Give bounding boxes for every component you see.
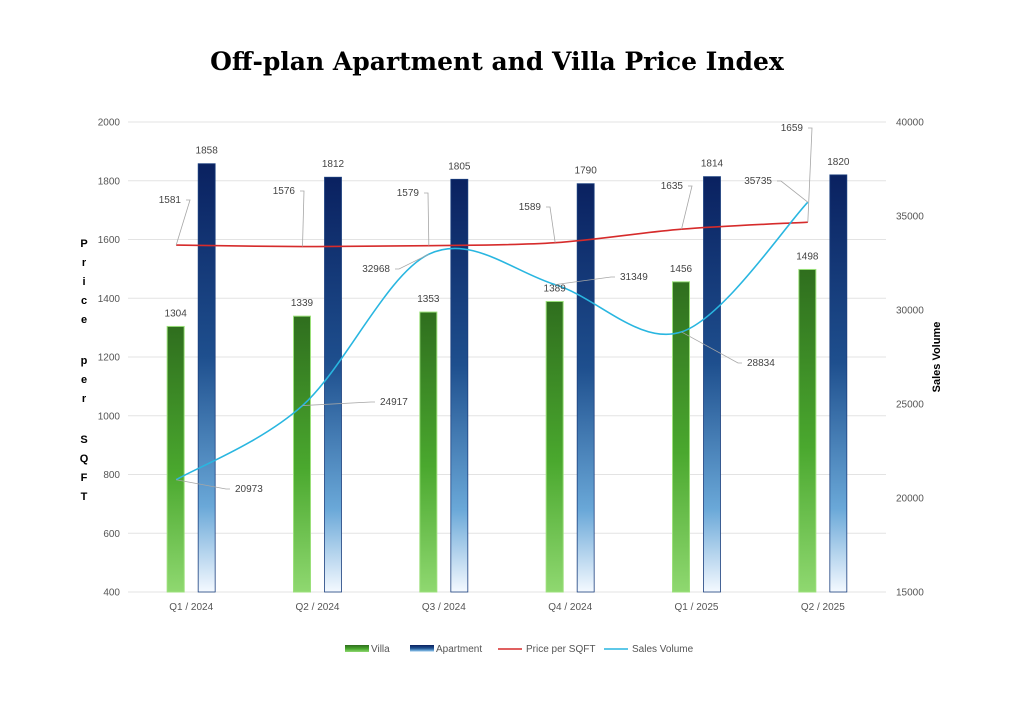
data-label-price-5-leader (807, 127, 813, 223)
x-tick-label-0: Q1 / 2024 (169, 602, 213, 613)
bar-villa-1 (293, 315, 311, 593)
data-label-price-2: 1579 (397, 188, 420, 199)
data-label-price-0: 1581 (159, 195, 182, 206)
x-tick-label-4: Q1 / 2025 (675, 602, 719, 613)
legend-label-0: Villa (371, 644, 390, 655)
legend-label-3: Sales Volume (632, 644, 694, 655)
data-label-sales-3-leader (555, 276, 615, 286)
y2-tick-label-3: 30000 (896, 306, 924, 317)
data-label-apartment-5: 1820 (827, 157, 850, 168)
data-label-price-3: 1589 (519, 202, 542, 213)
bar-villa-2 (419, 311, 438, 593)
y-tick-label-6: 1600 (98, 235, 121, 246)
bar-apartment-1 (324, 176, 342, 593)
x-tick-label-1: Q2 / 2024 (296, 602, 340, 613)
y2-tick-label-1: 20000 (896, 494, 924, 505)
legend-label-2: Price per SQFT (526, 644, 595, 655)
data-label-villa-1: 1339 (291, 298, 314, 309)
data-label-price-3-leader (546, 206, 556, 243)
y-tick-label-0: 400 (103, 588, 120, 599)
y-tick-label-2: 800 (103, 470, 120, 481)
y-tick-label-7: 1800 (98, 176, 121, 187)
bar-villa-0 (166, 325, 185, 593)
data-label-sales-1-leader (302, 401, 375, 406)
y-tick-label-4: 1200 (98, 353, 121, 364)
data-label-villa-2: 1353 (417, 294, 440, 305)
bar-villa-3 (545, 300, 564, 593)
data-label-apartment-4: 1814 (701, 159, 724, 170)
data-label-apartment-3: 1790 (575, 166, 598, 177)
y2-axis-title: Sales Volume (931, 322, 943, 393)
data-label-sales-2-leader (395, 253, 430, 270)
y2-tick-label-5: 40000 (896, 118, 924, 129)
data-label-sales-4-leader (681, 331, 742, 364)
data-label-sales-4: 28834 (747, 358, 775, 369)
data-label-sales-2: 32968 (362, 264, 390, 275)
data-label-sales-5-leader (777, 180, 809, 203)
data-label-price-4: 1635 (661, 181, 684, 192)
line-price-per-sqft (176, 221, 808, 248)
data-label-price-1: 1576 (273, 186, 296, 197)
data-label-sales-0-leader (176, 479, 230, 490)
data-label-villa-0: 1304 (165, 308, 188, 319)
axes-layer: 400 600 800 1000 1200 1400 1600 1800 2000 15000 20… (80, 118, 943, 614)
line-sales-volume (175, 201, 809, 481)
data-labels-layer: 1304 1339 1353 1389 1456 1498 1858 1812 1805 1790… (159, 123, 850, 495)
data-label-price-0-leader (175, 199, 191, 246)
data-label-apartment-0: 1858 (196, 146, 219, 157)
legend-swatch-1 (410, 645, 434, 652)
bar-villa-5 (798, 268, 817, 593)
bar-villa-4 (672, 281, 690, 593)
grid-layer (128, 121, 886, 593)
y2-tick-label-2: 25000 (896, 400, 924, 411)
legend: Villa Apartment Price per SQFT Sales Volume (345, 644, 694, 655)
y-tick-label-1: 600 (103, 529, 120, 540)
data-label-apartment-2: 1805 (448, 161, 471, 172)
data-label-apartment-1: 1812 (322, 159, 345, 170)
x-tick-label-5: Q2 / 2025 (801, 602, 845, 613)
data-label-villa-4: 1456 (670, 264, 693, 275)
data-label-price-4-leader (681, 185, 693, 230)
bar-apartment-4 (703, 176, 721, 593)
data-label-sales-5: 35735 (744, 176, 772, 187)
x-tick-label-2: Q3 / 2024 (422, 602, 466, 613)
y-tick-label-5: 1400 (98, 294, 121, 305)
x-tick-label-3: Q4 / 2024 (548, 602, 592, 613)
y-tick-label-3: 1000 (98, 411, 121, 422)
bar-apartment-0 (197, 163, 216, 593)
data-label-price-1-leader (300, 190, 305, 247)
data-label-sales-1: 24917 (380, 397, 408, 408)
y-tick-label-8: 2000 (98, 118, 121, 129)
legend-swatch-0 (345, 645, 369, 652)
data-label-sales-0: 20973 (235, 484, 263, 495)
chart-title: Off-plan Apartment and Villa Price Index (210, 47, 785, 76)
y2-tick-label-0: 15000 (896, 588, 924, 599)
legend-label-1: Apartment (436, 644, 482, 655)
bar-apartment-2 (450, 178, 469, 593)
data-label-villa-5: 1498 (796, 251, 819, 262)
data-label-price-2-leader (424, 192, 430, 246)
lines-layer (175, 201, 809, 481)
data-label-price-5: 1659 (781, 123, 804, 134)
data-label-sales-3: 31349 (620, 272, 648, 283)
y2-tick-label-4: 35000 (896, 212, 924, 223)
bar-apartment-5 (829, 174, 848, 593)
bar-apartment-3 (576, 183, 595, 593)
bars-layer (166, 163, 848, 593)
data-label-villa-3: 1389 (544, 283, 567, 294)
